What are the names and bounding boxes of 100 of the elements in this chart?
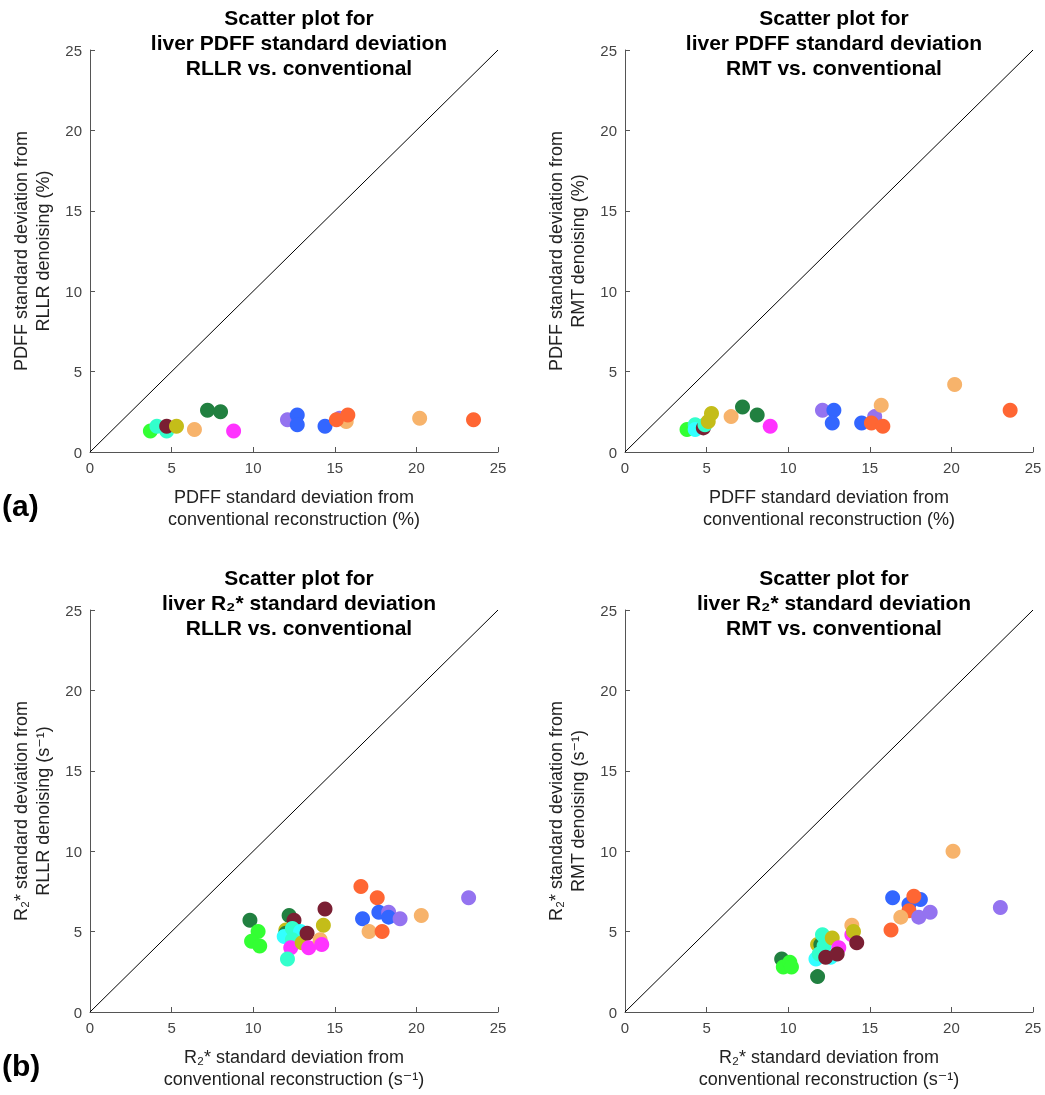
y-tick-label: 25 (600, 601, 617, 619)
x-tick-label: 0 (620, 459, 630, 476)
x-axis-title: R₂* standard deviation from conventional reconstruction (s⁻¹) (698, 1047, 960, 1089)
point (1002, 402, 1018, 418)
point (186, 421, 202, 437)
x-tick-label: 5 (702, 459, 711, 476)
y-tick-label: 25 (600, 41, 617, 59)
y-tick-label: 25 (65, 41, 82, 59)
point (849, 935, 865, 951)
point (226, 423, 242, 439)
y-tick-label: 10 (600, 842, 617, 860)
point (875, 418, 891, 434)
x-tick-label: 5 (167, 1019, 176, 1036)
text: (b) (2, 1048, 41, 1082)
x-tick-label: 15 (861, 1019, 879, 1036)
point (355, 911, 371, 927)
y-tick-label: 20 (600, 681, 617, 699)
y-tick-label: 20 (65, 121, 82, 139)
chart-title: Scatter plot for liver R₂* standard deviation RMT vs. conventional (696, 566, 972, 639)
x-tick-label: 10 (244, 1019, 262, 1036)
point (885, 890, 901, 906)
point (911, 909, 927, 925)
point (317, 418, 333, 434)
chart-title: Scatter plot for liver R₂* standard deviation RLLR vs. conventional (161, 566, 437, 639)
point (810, 969, 826, 985)
y-tick-label: 15 (600, 202, 617, 220)
point (723, 409, 739, 425)
x-tick-label: 0 (620, 1019, 630, 1036)
point (200, 402, 215, 418)
point (315, 917, 331, 933)
y-axis-title: PDFF standard deviation from RMT denoising (%) (546, 130, 589, 372)
point (392, 911, 408, 927)
point (213, 404, 229, 420)
point (317, 901, 333, 917)
point (461, 890, 477, 906)
y-tick-label: 5 (73, 363, 82, 381)
point (992, 899, 1008, 915)
point (824, 415, 840, 431)
x-tick-label: 20 (943, 1019, 960, 1036)
point (893, 909, 909, 925)
x-tick-label: 5 (702, 1019, 711, 1036)
point (873, 397, 889, 413)
point (361, 924, 377, 940)
point (906, 888, 922, 904)
point (762, 418, 778, 434)
point (704, 405, 719, 421)
x-tick-label: 25 (1024, 459, 1042, 476)
y-tick-label: 15 (65, 202, 82, 220)
y-tick-label: 20 (600, 121, 617, 139)
chart-title: Scatter plot for liver PDFF standard deviation RLLR vs. conventional (150, 6, 448, 79)
point (169, 418, 184, 434)
x-axis-title: R₂* standard deviation from conventional reconstruction (s⁻¹) (163, 1047, 425, 1089)
point (466, 412, 482, 428)
point (735, 399, 750, 415)
point (279, 951, 295, 967)
x-tick-label: 25 (1024, 1019, 1042, 1036)
point (883, 922, 899, 938)
x-tick-label: 20 (408, 459, 425, 476)
point (252, 938, 268, 954)
x-axis-title: PDFF standard deviation from conventional reconstruction (%) (702, 487, 956, 529)
y-axis-title: PDFF standard deviation from RLLR denoising (%) (11, 130, 54, 372)
point (749, 407, 765, 423)
y-tick-label: 10 (65, 282, 82, 300)
x-tick-label: 0 (85, 459, 95, 476)
y-tick-label: 15 (65, 762, 82, 780)
point (412, 410, 428, 426)
y-tick-label: 0 (608, 1003, 617, 1021)
point (328, 412, 344, 428)
point (826, 402, 842, 418)
y-tick-label: 25 (65, 601, 82, 619)
x-tick-label: 15 (326, 1019, 344, 1036)
point (301, 940, 317, 956)
y-tick-label: 20 (65, 681, 82, 699)
y-tick-label: 10 (600, 282, 617, 300)
point (374, 924, 390, 940)
y-axis-title: R₂* standard deviation from RLLR denoising (s⁻¹) (11, 700, 54, 922)
point (340, 407, 356, 423)
x-tick-label: 20 (943, 459, 960, 476)
y-tick-label: 15 (600, 762, 617, 780)
point (947, 376, 963, 392)
point (242, 912, 258, 928)
x-tick-label: 10 (779, 1019, 797, 1036)
point (369, 890, 385, 906)
x-tick-label: 0 (85, 1019, 95, 1036)
x-tick-label: 15 (326, 459, 344, 476)
y-tick-label: 5 (608, 923, 617, 941)
x-tick-label: 15 (861, 459, 879, 476)
y-axis-title: R₂* standard deviation from RMT denoising (s⁻¹) (546, 700, 589, 922)
point (945, 843, 961, 859)
point (413, 908, 429, 924)
point (314, 936, 330, 952)
y-tick-label: 0 (73, 443, 82, 461)
x-tick-label: 20 (408, 1019, 425, 1036)
x-tick-label: 10 (244, 459, 262, 476)
x-tick-label: 25 (489, 1019, 507, 1036)
y-tick-label: 10 (65, 842, 82, 860)
chart-title: Scatter plot for liver PDFF standard deviation RMT vs. conventional (685, 6, 983, 79)
text: (a) (2, 488, 39, 522)
y-tick-label: 0 (73, 1003, 82, 1021)
y-tick-label: 5 (608, 363, 617, 381)
